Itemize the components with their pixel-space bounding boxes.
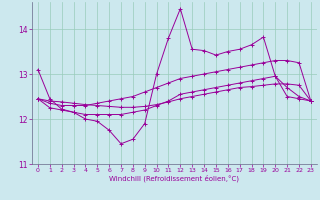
X-axis label: Windchill (Refroidissement éolien,°C): Windchill (Refroidissement éolien,°C) [109, 175, 239, 182]
